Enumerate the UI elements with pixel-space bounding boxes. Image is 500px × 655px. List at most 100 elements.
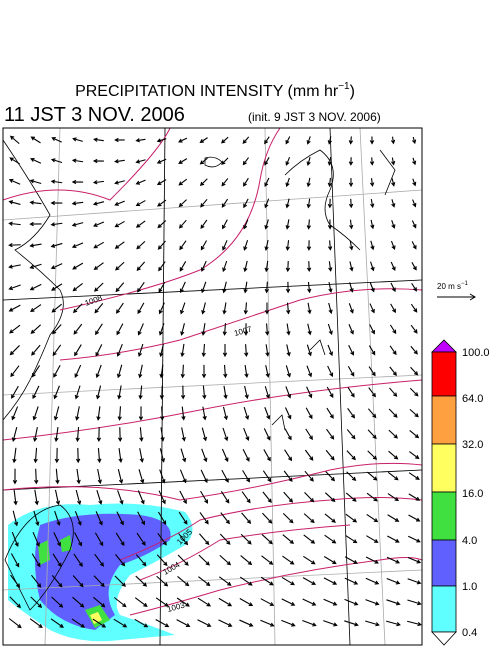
wind-arrow <box>219 576 232 586</box>
wind-arrow <box>328 302 333 315</box>
wind-arrow <box>324 534 337 544</box>
wind-arrow <box>328 282 333 293</box>
wind-arrow <box>51 283 63 291</box>
wind-arrow <box>284 449 293 462</box>
wind-arrow <box>116 302 124 314</box>
wind-arrow <box>55 468 60 485</box>
reference-text: 20 m s <box>437 282 461 291</box>
wind-arrow <box>179 261 187 272</box>
wind-arrow <box>179 281 186 294</box>
wind-arrow <box>52 344 62 357</box>
wind-arrow <box>323 620 338 627</box>
wind-arrow <box>33 426 38 443</box>
wind-arrow <box>134 597 148 608</box>
wind-arrow <box>367 429 377 440</box>
wind-arrow <box>283 491 294 503</box>
wind-arrow <box>347 365 355 377</box>
wind-arrow <box>327 240 333 251</box>
wind-arrow <box>412 199 417 208</box>
wind-arrow <box>223 364 228 379</box>
colorbar <box>431 339 457 646</box>
wind-arrow <box>29 200 42 205</box>
wind-arrow <box>135 554 147 567</box>
wind-arrow <box>370 219 375 230</box>
wind-arrow <box>370 198 375 209</box>
wind-arrow <box>323 577 338 585</box>
wind-arrow <box>155 597 169 607</box>
wind-arrow <box>264 136 270 145</box>
wind-arrow <box>181 427 186 442</box>
wind-arrow <box>75 447 81 464</box>
wind-arrow <box>9 596 21 609</box>
wind-arrow <box>365 620 380 627</box>
wind-arrow <box>409 451 420 460</box>
wind-arrow <box>243 219 249 230</box>
wind-arrow <box>285 136 291 145</box>
wind-arrow <box>390 282 396 293</box>
wind-arrow <box>8 221 21 226</box>
wind-arrow <box>118 448 123 464</box>
wind-arrow <box>265 344 270 357</box>
wind-arrow <box>92 158 104 164</box>
wind-arrow <box>52 324 62 335</box>
wind-arrow <box>9 157 21 165</box>
wind-arrow <box>93 575 105 588</box>
wind-arrow <box>179 240 187 251</box>
wind-arrow <box>50 222 63 227</box>
wind-arrow <box>71 179 84 185</box>
wind-arrow <box>159 343 164 358</box>
wind-arrow <box>407 578 422 585</box>
wind-arrow <box>54 447 60 464</box>
wind-arrow <box>114 200 125 206</box>
wind-arrow <box>323 598 338 606</box>
wind-arrow <box>243 302 248 315</box>
wind-arrow <box>264 177 270 188</box>
wind-arrow <box>72 596 85 608</box>
wind-arrow <box>264 219 269 230</box>
wind-arrow <box>260 598 275 606</box>
wind-arrow <box>367 450 378 460</box>
wind-arrow <box>197 597 211 607</box>
wind-arrow <box>117 469 124 484</box>
wind-arrow <box>303 534 316 544</box>
wind-arrow <box>50 200 63 206</box>
wind-arrow <box>200 198 208 208</box>
wind-arrow <box>180 448 187 463</box>
wind-arrow <box>349 282 354 293</box>
wind-arrow <box>285 219 290 230</box>
colorbar-label: 64.0 <box>462 393 483 405</box>
wind-arrow <box>221 198 229 208</box>
wind-arrow <box>386 556 401 564</box>
wind-arrow <box>29 179 42 185</box>
wind-arrow <box>327 177 333 188</box>
wind-arrow <box>180 343 185 358</box>
wind-arrow <box>198 576 211 587</box>
wind-arrow <box>34 489 39 506</box>
wind-arrow <box>199 157 208 165</box>
wind-arrow <box>286 344 291 357</box>
wind-arrow <box>76 468 81 485</box>
wind-arrow <box>73 553 83 567</box>
wind-arrow <box>240 533 252 545</box>
wind-arrow <box>136 240 146 250</box>
wind-arrow <box>325 471 336 482</box>
wind-arrow <box>160 406 165 421</box>
wind-arrow <box>8 304 21 312</box>
wind-arrow <box>391 178 396 187</box>
wind-arrow <box>243 198 249 209</box>
wind-arrow <box>221 469 229 483</box>
wind-arrow <box>345 492 357 502</box>
wind-arrow <box>386 599 401 606</box>
wind-arrow <box>180 385 186 400</box>
wind-arrow <box>243 281 248 294</box>
reference-label: 20 m s−1 <box>437 281 469 291</box>
wind-arrow <box>159 385 165 400</box>
wind-arrow <box>11 531 19 548</box>
wind-arrow <box>411 282 417 292</box>
wind-arrow <box>348 178 354 188</box>
wind-arrow <box>135 220 146 228</box>
wind-arrow <box>223 385 228 400</box>
wind-arrow <box>285 177 290 188</box>
wind-arrow <box>92 618 107 628</box>
wind-arrow <box>135 179 146 185</box>
